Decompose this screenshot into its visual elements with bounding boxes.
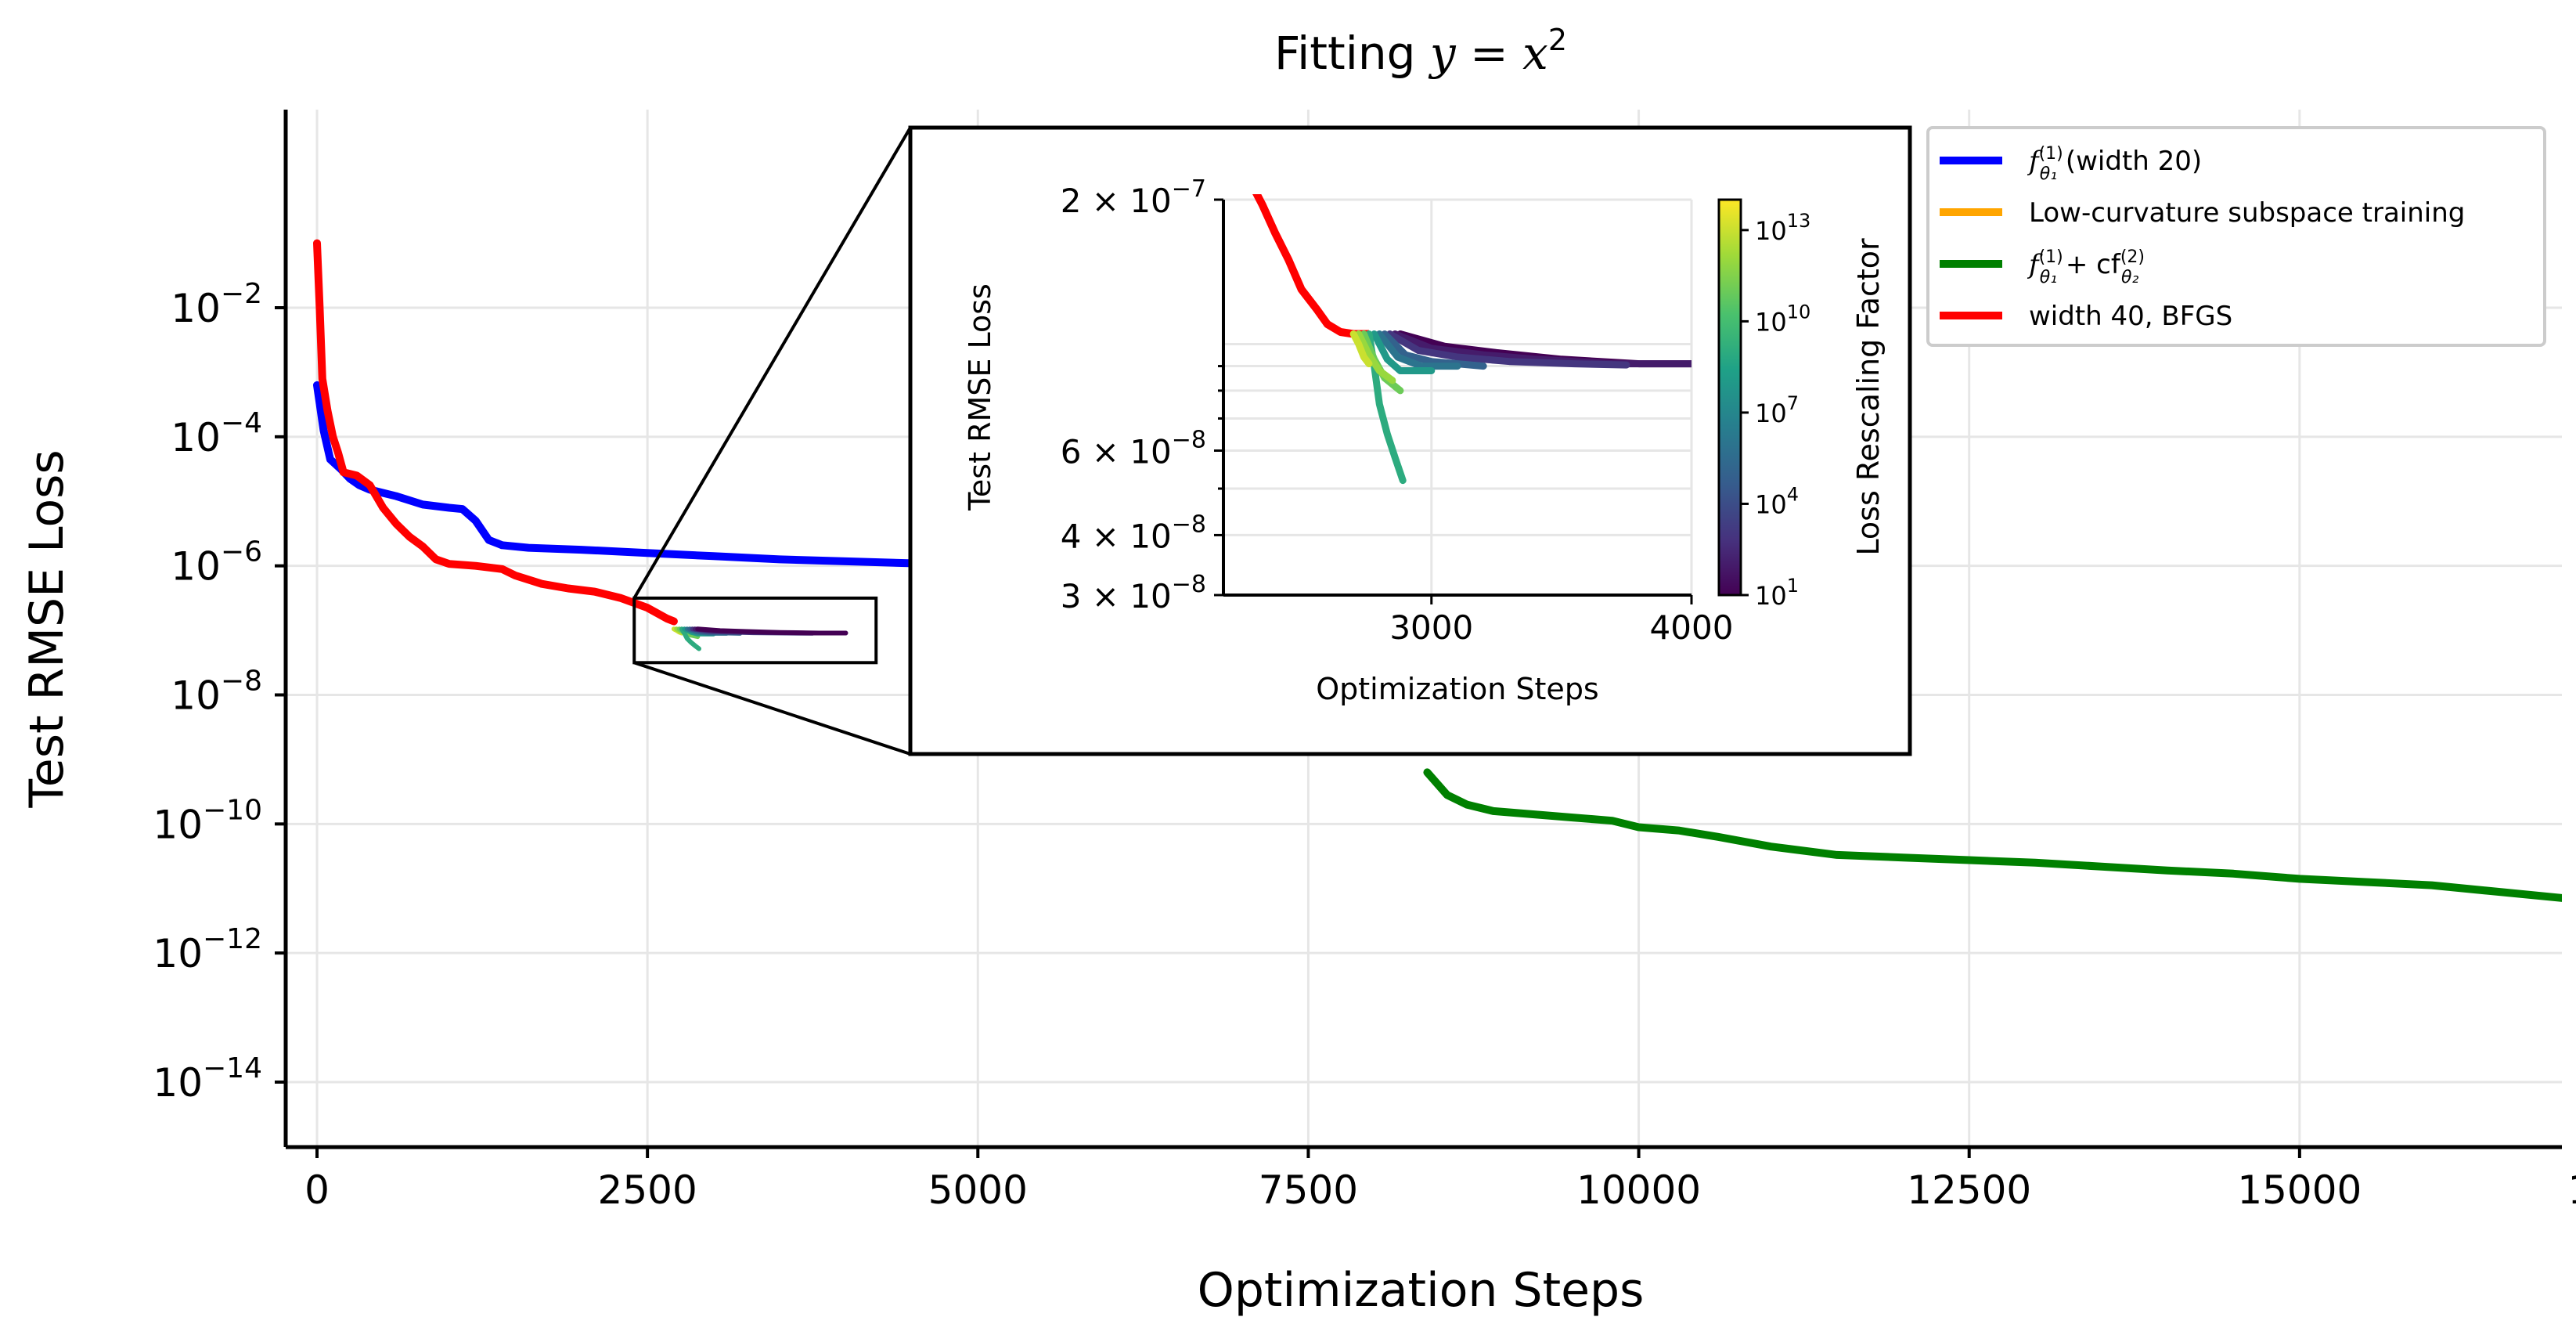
inset-rescaled-run: [1386, 330, 1630, 369]
main-series: [313, 239, 2562, 902]
series-line: [313, 239, 678, 626]
y-tick-label: 10−2: [171, 278, 262, 331]
series-line: [1423, 768, 2562, 902]
y-tick-label: 10−10: [153, 794, 262, 847]
main-xticks: 0 2500 5000 7500 10000 12500 15000 17500: [304, 1147, 2576, 1213]
inset-y-tick-label: 2 × 10−7: [1061, 175, 1206, 220]
zoom-box: [632, 596, 878, 665]
inset-x-label: Optimization Steps: [1316, 672, 1598, 706]
x-axis-label: Optimization Steps: [1198, 1263, 1645, 1318]
legend-box: [1926, 126, 2546, 347]
y-axis-label: Test RMSE Loss: [20, 449, 74, 808]
inset-rescaled-run: [1349, 330, 1373, 368]
inset-y-label: Test RMSE Loss: [963, 283, 997, 511]
inset-series: [1252, 194, 1692, 485]
colorbar-ticks: 1013 1010 107 104 101: [1741, 210, 1810, 611]
legend-label: width 40, BFGS: [2029, 301, 2232, 332]
inset-rescaled-run: [1355, 330, 1396, 384]
zoom-indicator: [632, 126, 912, 756]
y-tick-label: 10−12: [153, 923, 262, 976]
inset-y-tick-label: 6 × 10−8: [1061, 426, 1206, 471]
colorbar-tick-label: 101: [1755, 575, 1799, 611]
y-tick-label: 10−14: [153, 1052, 262, 1106]
zoom-connector: [633, 661, 911, 756]
inset-bfgs-line: [1252, 194, 1369, 338]
colorbar-tick-label: 107: [1755, 392, 1799, 428]
colorbar-label: Loss Rescaling Factor: [1851, 238, 1886, 556]
inset-rescaled-run: [1381, 330, 1487, 370]
inset-x-tick-label: 3000: [1389, 608, 1473, 647]
inset-panel: [908, 125, 1912, 756]
legend-label: Low-curvature subspace training: [2029, 197, 2465, 229]
legend-label: f(1) θ₁ + cf(2) θ₂: [2027, 247, 2145, 287]
y-tick-label: 10−4: [171, 407, 262, 460]
colorbar-tick-label: 1013: [1755, 210, 1810, 246]
rescaled-run: [679, 626, 701, 651]
x-tick-label: 0: [304, 1167, 330, 1213]
legend: f(1) θ₁ (width 20) Low-curvature subspace …: [1926, 126, 2546, 347]
x-tick-label: 17500: [2567, 1167, 2576, 1213]
rescaled-run: [695, 626, 848, 636]
x-tick-label: 15000: [2237, 1167, 2362, 1213]
inset-y-tick-label: 4 × 10−8: [1061, 511, 1206, 555]
inset-y-tick-label: 3 × 10−8: [1061, 571, 1206, 615]
colorbar-tick-label: 1010: [1755, 301, 1810, 337]
inset-rescaled-run: [1371, 330, 1436, 374]
colorbar-tick-label: 104: [1755, 483, 1799, 519]
chart-title: Fitting y = x2: [1274, 23, 1567, 80]
x-tick-label: 7500: [1259, 1167, 1358, 1213]
y-tick-label: 10−8: [171, 666, 262, 719]
y-tick-label: 10−6: [171, 536, 262, 590]
colorbar: [1717, 198, 1742, 597]
x-tick-label: 5000: [928, 1167, 1028, 1213]
inset-rescaled-run: [1375, 330, 1461, 370]
x-tick-label: 2500: [598, 1167, 697, 1213]
inset-x-tick-label: 4000: [1650, 608, 1734, 647]
zoom-connector: [632, 126, 912, 599]
main-yticks: 10−2 10−4 10−6 10−8 10−10 10−12 10−14: [153, 278, 286, 1106]
x-tick-label: 12500: [1907, 1167, 2031, 1213]
inset-ticks: 3000 4000 2 × 10−7 6 × 10−8 4 × 10−8 3 × 10−8: [1061, 175, 1734, 647]
legend-label: f(1) θ₁ (width 20): [2027, 144, 2202, 184]
x-tick-label: 10000: [1576, 1167, 1701, 1213]
